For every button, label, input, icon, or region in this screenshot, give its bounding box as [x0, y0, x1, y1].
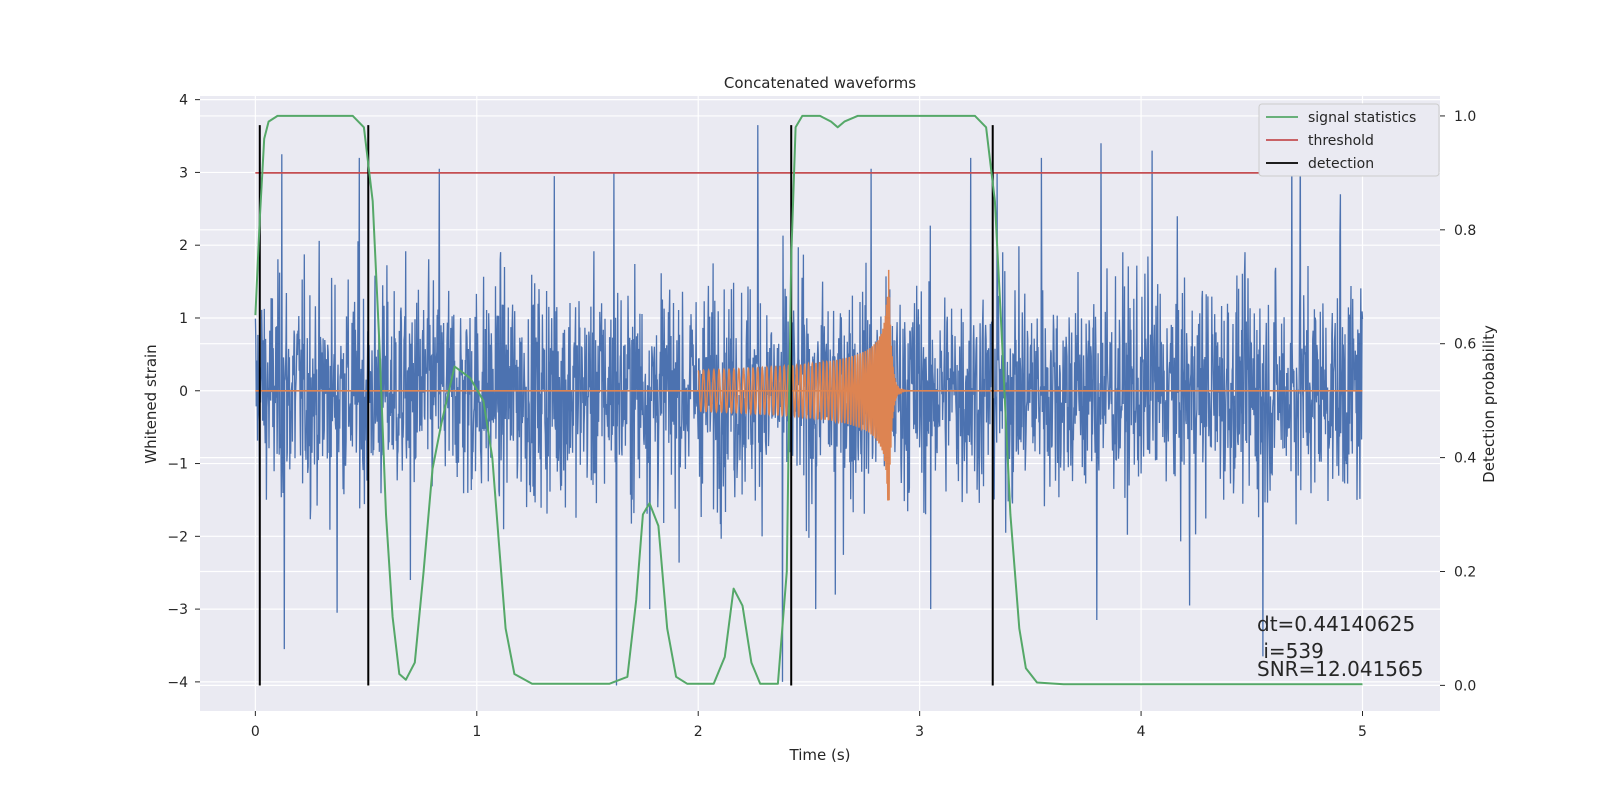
- x-tick-label-0: 0: [251, 724, 260, 740]
- legend-label-threshold: threshold: [1308, 133, 1374, 149]
- x-tick-label-5: 5: [1358, 724, 1367, 740]
- annotation-i: i=539: [1257, 639, 1324, 663]
- y-tick-label-0: −4: [167, 675, 188, 691]
- legend-box: [1258, 103, 1440, 177]
- chirp-series: [255, 269, 1363, 501]
- y2-tick-label-0: 0.0: [1454, 678, 1476, 694]
- annotation-dt: dt=0.44140625: [1257, 612, 1415, 636]
- y-tick-label-5: 1: [179, 311, 188, 327]
- y-axis-label: Whitened strain: [142, 344, 160, 463]
- annotation-snr: SNR=12.041565: [1257, 657, 1423, 681]
- legend-label-signal-statistics: signal statistics: [1308, 110, 1416, 126]
- y2-tick-label-5: 1.0: [1454, 109, 1476, 125]
- y-tick-label-8: 4: [179, 93, 188, 109]
- legend-label-detection: detection: [1308, 156, 1374, 172]
- y2-tick-label-2: 0.4: [1454, 451, 1476, 467]
- annotations: dt=0.44140625 i=539 SNR=12.041565: [1257, 612, 1423, 681]
- chart-title: Concatenated waveforms: [724, 74, 916, 92]
- noise-line: [254, 125, 1364, 686]
- x-tick-label-1: 1: [472, 724, 481, 740]
- x-tick-label-4: 4: [1137, 724, 1146, 740]
- y-tick-label-2: −2: [167, 529, 188, 545]
- y2-tick-label-4: 0.8: [1454, 223, 1476, 239]
- y-tick-label-7: 3: [179, 165, 188, 181]
- x-tick-label-3: 3: [915, 724, 924, 740]
- noise-series: [254, 125, 1364, 686]
- y-tick-label-4: 0: [179, 384, 188, 400]
- y-tick-label-3: −1: [167, 457, 188, 473]
- y2-tick-label-3: 0.6: [1454, 337, 1476, 353]
- y-tick-label-1: −3: [167, 602, 188, 618]
- y-tick-label-6: 2: [179, 238, 188, 254]
- y2-tick-label-1: 0.2: [1454, 564, 1476, 580]
- ticks: 0 1 2 3 4 5 −4 −3 −2 −1 0 1 2 3 4 0.0 0.2 0.4 0.6 0.8 1.0: [167, 93, 1476, 740]
- signal-statistics-series: [254, 114, 1363, 686]
- signal-statistics-line: [254, 114, 1363, 686]
- x-axis-label: Time (s): [789, 746, 851, 764]
- x-tick-label-2: 2: [694, 724, 703, 740]
- y2-axis-label: Detection probability: [1480, 325, 1498, 483]
- chirp-line: [697, 269, 916, 501]
- legend: signal statistics threshold detection: [1258, 103, 1440, 177]
